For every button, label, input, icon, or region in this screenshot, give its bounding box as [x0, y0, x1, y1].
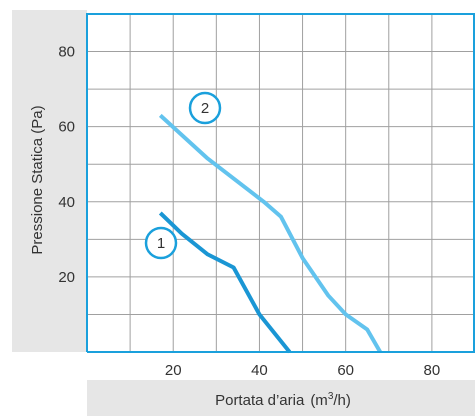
- y-tick-label: 20: [58, 269, 75, 286]
- y-axis-band: [12, 10, 87, 352]
- x-tick-label: 20: [165, 362, 182, 379]
- plot-border: [86, 13, 475, 352]
- y-axis-title: Pressione Statica (Pa): [29, 105, 46, 254]
- x-tick-label: 60: [337, 362, 354, 379]
- series-marker-label: 1: [157, 235, 165, 252]
- series-line-1: [158, 211, 292, 354]
- series-line-2: [158, 113, 382, 354]
- x-axis-title: Portata d’aria (m3/h): [215, 391, 351, 409]
- x-axis-unit-prefix: (m: [310, 392, 328, 409]
- x-axis-band: [87, 380, 475, 416]
- y-tick-label: 80: [58, 44, 75, 61]
- x-axis-unit-suffix: /h): [333, 392, 351, 409]
- series-marker-circle: [188, 91, 222, 125]
- series-layer: [158, 113, 382, 354]
- x-ticks: 20 40 60 80: [165, 362, 440, 379]
- y-tick-label: 40: [58, 194, 75, 211]
- y-tick-label: 60: [58, 119, 75, 136]
- y-ticks: 20 40 60 80: [58, 44, 75, 286]
- series-marker-label: 2: [201, 100, 209, 117]
- plot-frame: [86, 13, 475, 353]
- series-markers: 12: [144, 91, 222, 260]
- grid: [87, 14, 475, 352]
- series-marker-2: 2: [188, 91, 222, 125]
- x-tick-label: 40: [251, 362, 268, 379]
- x-axis-unit-sup: 3: [328, 391, 334, 402]
- series-marker-1: 1: [144, 226, 178, 260]
- x-tick-label: 80: [424, 362, 441, 379]
- x-axis-title-main: Portata d’aria: [215, 392, 305, 409]
- series-marker-circle: [144, 226, 178, 260]
